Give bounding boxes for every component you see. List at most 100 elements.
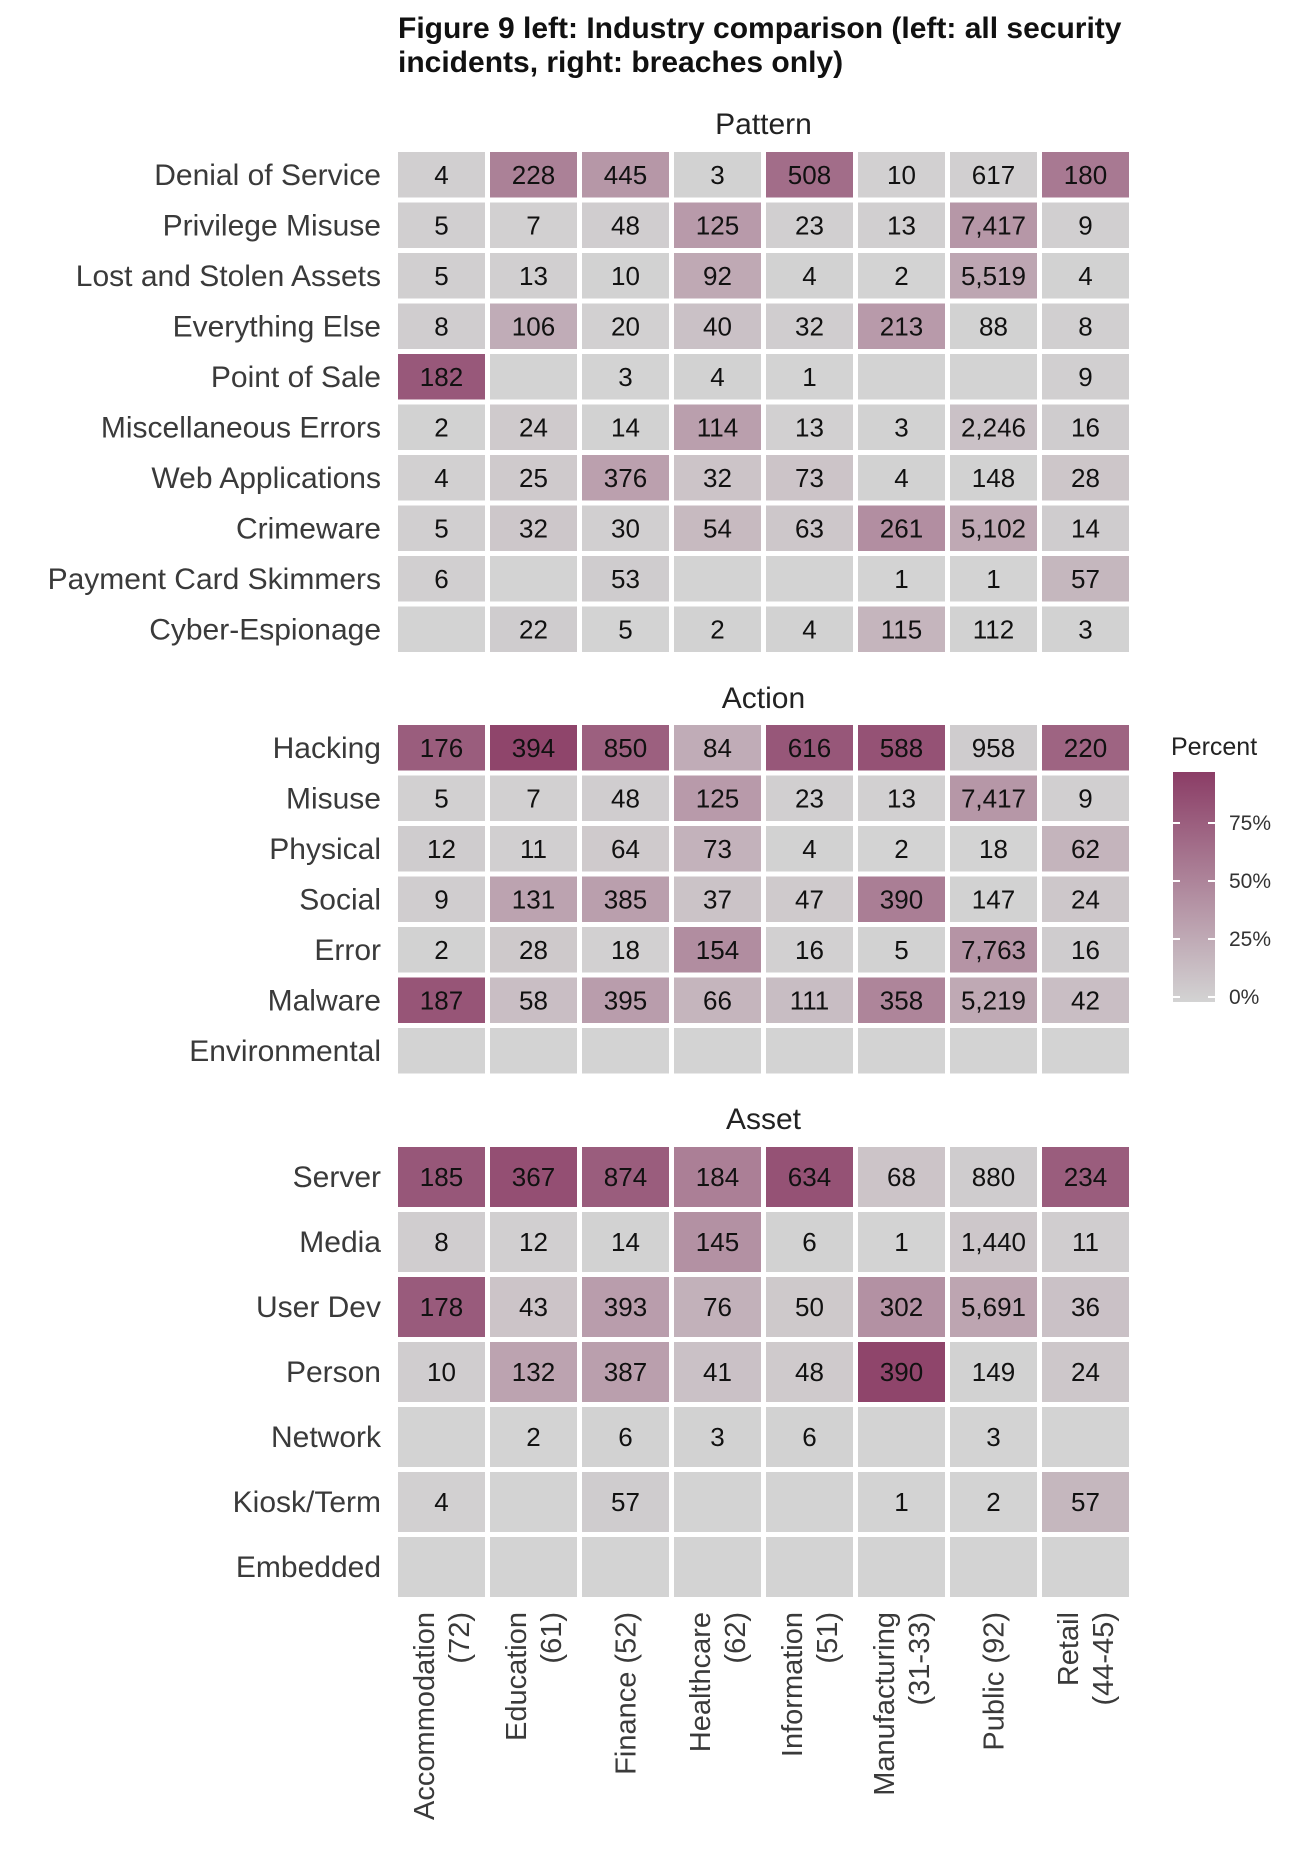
cell-value-label: 385: [604, 884, 647, 914]
heatmap-cell: [582, 1472, 669, 1532]
cell-value-label: 1: [802, 362, 816, 392]
row-label-pattern-payment-card-skimmers: Payment Card Skimmers: [48, 563, 381, 596]
heatmap-cell: [858, 725, 945, 771]
cell-value-label: 50: [795, 1292, 824, 1322]
column-label-line: (51): [812, 1612, 844, 1664]
heatmap-cell: [766, 505, 853, 551]
cell-value-label: 149: [972, 1357, 1015, 1387]
legend-tick-label: 75%: [1229, 812, 1271, 835]
cell-value-label: 9: [434, 884, 448, 914]
cell-value-label: 182: [420, 362, 463, 392]
heatmap-cell: [398, 1028, 485, 1074]
heatmap-cell: [766, 1472, 853, 1532]
cell-value-label: 393: [604, 1292, 647, 1322]
heatmap-cell: [674, 1407, 761, 1467]
heatmap-cell: [398, 826, 485, 872]
cell-value-label: 24: [519, 412, 548, 442]
heatmap-cell: [766, 826, 853, 872]
heatmap-cell: [398, 505, 485, 551]
heatmap-cell: [490, 404, 577, 450]
row-label-action-environmental: Environmental: [189, 1035, 381, 1068]
heatmap-cell: [766, 354, 853, 400]
cell-value-label: 28: [1071, 463, 1100, 493]
row-label-asset-media: Media: [299, 1226, 381, 1259]
heatmap-cell: [398, 303, 485, 349]
facet-label-pattern: Pattern: [715, 108, 812, 141]
cell-value-label: 2: [710, 614, 724, 644]
cell-value-label: 7,417: [961, 210, 1026, 240]
row-label-asset-kiosk-term: Kiosk/Term: [233, 1486, 381, 1519]
cell-value-label: 213: [880, 311, 923, 341]
cell-value-label: 3: [710, 1422, 724, 1452]
cell-value-label: 2: [434, 412, 448, 442]
heatmap-cell: [674, 556, 761, 602]
heatmap-cell: [398, 876, 485, 922]
cell-value-label: 112: [973, 614, 1014, 644]
heatmap-cell: [582, 303, 669, 349]
heatmap-cell: [674, 1472, 761, 1532]
heatmap-cell: [858, 556, 945, 602]
cell-value-label: 4: [434, 1487, 448, 1517]
row-label-asset-server: Server: [293, 1161, 381, 1194]
heatmap-cell: [950, 455, 1037, 501]
heatmap-cell: [490, 303, 577, 349]
heatmap-cell: [950, 1147, 1037, 1207]
cell-value-label: 394: [512, 733, 555, 763]
heatmap-cell: [490, 1537, 577, 1597]
column-labels: Accommodation (72) Education (61) Finance (5…: [409, 1612, 1120, 1820]
cell-value-label: 5: [894, 935, 908, 965]
cell-value-label: 6: [434, 564, 448, 594]
heatmap-cell: [950, 303, 1037, 349]
heatmap-cell: [950, 606, 1037, 652]
heatmap-cell: [398, 1277, 485, 1337]
cell-value-label: 234: [1064, 1162, 1107, 1192]
heatmap-cell: [490, 927, 577, 973]
heatmap-cell: [674, 152, 761, 198]
column-label-manufacturing-31-33: Manufacturing (31-33): [869, 1612, 936, 1796]
cell-value-label: 4: [434, 160, 448, 190]
heatmap-cell: [582, 455, 669, 501]
heatmap-cell: [1042, 1028, 1129, 1074]
heatmap-cell: [1042, 404, 1129, 450]
cell-value-label: 185: [420, 1162, 463, 1192]
cell-value-label: 5: [434, 210, 448, 240]
cell-value-label: 176: [420, 733, 463, 763]
heatmap-cell: [398, 1342, 485, 1402]
cell-value-label: 132: [512, 1357, 555, 1387]
heatmap-cell: [1042, 455, 1129, 501]
cell-value-label: 32: [795, 311, 824, 341]
row-label-pattern-miscellaneous-errors: Miscellaneous Errors: [101, 411, 381, 444]
cell-value-label: 180: [1064, 160, 1107, 190]
heatmap-cell: [582, 1212, 669, 1272]
heatmap-cell: [950, 202, 1037, 248]
heatmap-cell: [674, 1212, 761, 1272]
heatmap-cell: [398, 977, 485, 1023]
cell-value-label: 367: [512, 1162, 555, 1192]
heatmap-cell: [1042, 775, 1129, 821]
heatmap-cell: [950, 556, 1037, 602]
column-label-education-61: Education (61): [501, 1612, 568, 1741]
cell-value-label: 57: [611, 1487, 640, 1517]
row-label-pattern-web-applications: Web Applications: [151, 462, 381, 495]
heatmap-cell: [582, 1147, 669, 1207]
heatmap-cell: [858, 775, 945, 821]
heatmap-cell: [858, 404, 945, 450]
cell-value-label: 9: [1078, 210, 1092, 240]
heatmap-cell: [950, 725, 1037, 771]
cell-value-label: 25: [519, 463, 548, 493]
cell-value-label: 10: [427, 1357, 456, 1387]
heatmap-cell: [398, 354, 485, 400]
cell-value-label: 358: [880, 985, 923, 1015]
heatmap-cell: [858, 606, 945, 652]
heatmap-cell: [858, 303, 945, 349]
heatmap-cell: [582, 202, 669, 248]
column-label-line: (62): [720, 1612, 752, 1664]
cell-value-label: 48: [795, 1357, 824, 1387]
heatmap-cell: [674, 927, 761, 973]
heatmap-cell: [950, 927, 1037, 973]
cell-value-label: 14: [1071, 513, 1100, 543]
facet-label-action: Action: [722, 682, 805, 715]
cell-value-label: 2: [894, 261, 908, 291]
heatmap-cell: [582, 1277, 669, 1337]
cell-value-label: 111: [790, 985, 830, 1015]
